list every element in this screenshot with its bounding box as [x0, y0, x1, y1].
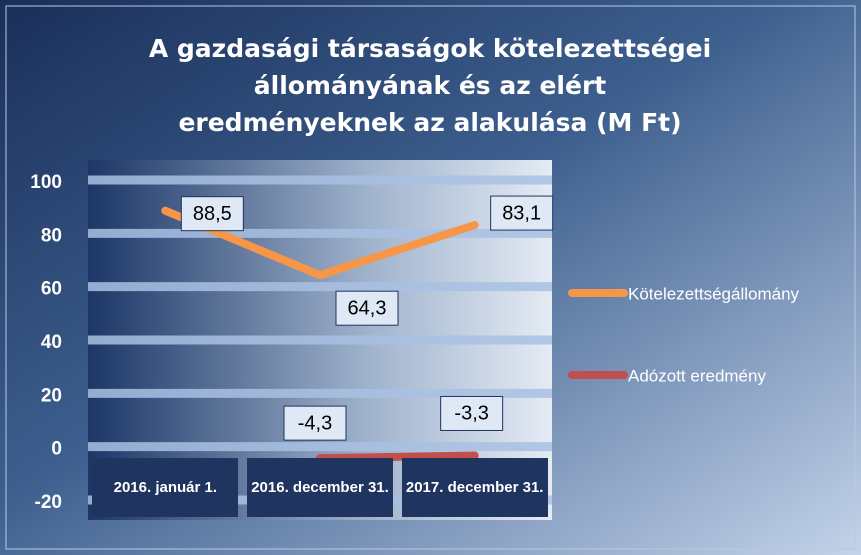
value-label-box: [283, 405, 347, 441]
border: [5, 5, 856, 550]
y-tick-label: 60: [41, 279, 62, 300]
series-line: [161, 206, 479, 280]
value-label: 64,3: [348, 297, 387, 319]
value-label-box: [490, 195, 554, 231]
value-label-box: [440, 395, 504, 431]
value-label: -3,3: [454, 403, 488, 425]
x-tick-label: 2016. január 1.: [92, 458, 239, 517]
value-label-box: [335, 290, 399, 326]
value-label: 83,1: [502, 202, 541, 224]
y-tick-label: 80: [41, 225, 62, 246]
value-label: -4,3: [298, 412, 332, 434]
x-tick-label: 2016. december 31.: [247, 458, 393, 517]
series-line: [316, 451, 479, 463]
value-label-box: [180, 196, 244, 232]
y-tick-label: -20: [35, 492, 62, 513]
chart-title: A gazdasági társaságok kötelezettségei á…: [148, 34, 712, 137]
y-tick-label: 100: [30, 172, 62, 193]
value-label: 88,5: [193, 203, 232, 225]
x-tick-label: 2017. december 31.: [401, 458, 548, 517]
legend-label: Kötelezettségállomány: [628, 284, 800, 303]
y-tick-label: 0: [51, 439, 62, 460]
y-tick-label: 40: [41, 332, 62, 353]
y-tick-label: 20: [41, 385, 62, 406]
legend-label: Adózott eredmény: [628, 366, 766, 385]
